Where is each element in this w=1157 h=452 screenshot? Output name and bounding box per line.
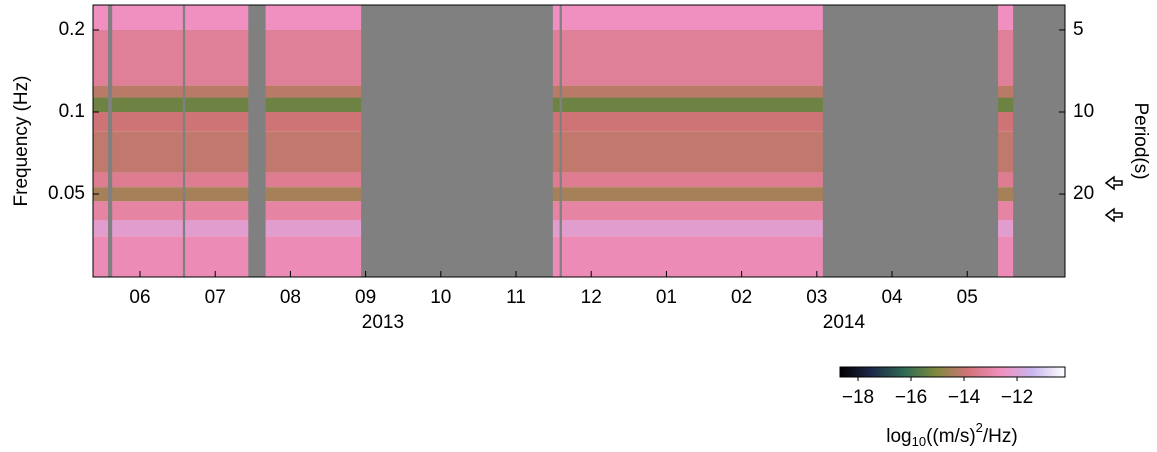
- x-tick-label: 12: [581, 287, 602, 308]
- x-tick-label: 02: [731, 287, 752, 308]
- x-tick-label: 05: [957, 287, 978, 308]
- y2-axis-label: Period(s): [1130, 102, 1151, 179]
- plot-frame: [92, 4, 1066, 278]
- y2-tick-label: 10: [1073, 101, 1094, 122]
- no-data-gap: [559, 5, 562, 277]
- label-part: 10: [912, 434, 926, 449]
- colorbar: [839, 366, 1066, 378]
- psd-band: [93, 187, 1065, 202]
- colorbar-tick-label: −12: [1001, 387, 1033, 408]
- label-part: ((m/s): [926, 426, 976, 447]
- psd-band: [93, 97, 1065, 113]
- x-tick-label: 06: [129, 287, 150, 308]
- no-data-gap: [248, 5, 266, 277]
- x-tick-label: 09: [355, 287, 376, 308]
- x-tick-label: 04: [881, 287, 903, 308]
- x-tick-label: 08: [280, 287, 301, 308]
- spectrogram: [93, 5, 1065, 277]
- no-data-gap: [822, 5, 999, 277]
- x-tick-label: 07: [205, 287, 226, 308]
- colorbar-label: log10((m/s)2/Hz): [886, 420, 1017, 449]
- arrows: [1104, 175, 1123, 223]
- psd-band: [93, 220, 1065, 237]
- colorbar-tick-label: −14: [948, 387, 981, 408]
- y-tick-label: 0.05: [48, 183, 85, 204]
- psd-band: [93, 172, 1065, 188]
- no-data-gap: [182, 5, 186, 277]
- colorbar-tick-label: −16: [895, 387, 927, 408]
- x-tick-label: 01: [656, 287, 677, 308]
- x-tick-label: 03: [806, 287, 827, 308]
- colorbar-tick-label: −18: [842, 387, 874, 408]
- label-part: /Hz): [983, 426, 1018, 447]
- label-part: log: [886, 426, 911, 447]
- year-label: 2013: [362, 312, 404, 333]
- psd-band: [93, 85, 1065, 98]
- y-axis-label: Frequency (Hz): [11, 76, 32, 207]
- no-data-gap: [1013, 5, 1065, 277]
- x-tick-label: 10: [430, 287, 451, 308]
- psd-band: [93, 112, 1065, 132]
- no-data-gap: [361, 5, 553, 277]
- label-part: 2: [976, 420, 983, 435]
- no-data-gap: [108, 5, 113, 277]
- year-label: 2014: [823, 312, 866, 333]
- x-tick-label: 11: [506, 287, 526, 308]
- y2-tick-label: 5: [1073, 19, 1084, 40]
- psd-band: [93, 201, 1065, 221]
- y-tick-label: 0.1: [59, 101, 85, 122]
- y2-tick-label: 20: [1073, 183, 1094, 204]
- y-tick-label: 0.2: [59, 19, 85, 40]
